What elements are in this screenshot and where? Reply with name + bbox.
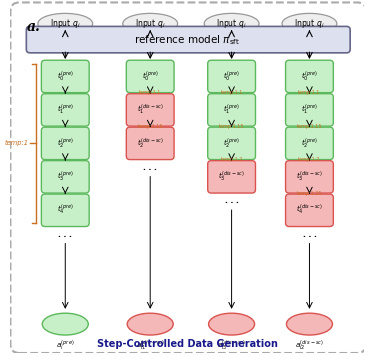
Text: Input $q_i$: Input $q_i$ <box>135 17 165 30</box>
FancyBboxPatch shape <box>41 127 89 160</box>
FancyBboxPatch shape <box>208 94 255 126</box>
Text: . . .: . . . <box>143 163 157 172</box>
Text: . . .: . . . <box>303 230 316 239</box>
Text: temp:1.2: temp:1.2 <box>220 157 243 162</box>
Text: $t_2^{(pre)}$: $t_2^{(pre)}$ <box>301 136 318 151</box>
Text: Input $q_i$: Input $q_i$ <box>216 17 247 30</box>
FancyBboxPatch shape <box>41 194 89 227</box>
FancyBboxPatch shape <box>41 94 89 126</box>
FancyBboxPatch shape <box>11 2 365 353</box>
Ellipse shape <box>127 313 173 335</box>
Text: $t_2^{(pre)}$: $t_2^{(pre)}$ <box>223 136 240 151</box>
Text: temp:1.2: temp:1.2 <box>298 157 320 162</box>
Text: $t_1^{(dis-sc)}$: $t_1^{(dis-sc)}$ <box>137 103 164 117</box>
Text: $t_0^{(pre)}$: $t_0^{(pre)}$ <box>142 69 159 84</box>
Text: temp:1.1: temp:1.1 <box>139 90 161 95</box>
Text: $a_{i2}^{(dis-sc)}$: $a_{i2}^{(dis-sc)}$ <box>295 339 324 353</box>
Text: $t_0^{(pre)}$: $t_0^{(pre)}$ <box>301 69 318 84</box>
Text: $t_4^{(dis-sc)}$: $t_4^{(dis-sc)}$ <box>296 203 323 217</box>
FancyBboxPatch shape <box>285 161 333 193</box>
FancyBboxPatch shape <box>285 127 333 160</box>
FancyBboxPatch shape <box>126 94 174 126</box>
Text: temp:1.1: temp:1.1 <box>220 90 243 95</box>
Text: $a_i^{(pre)}$: $a_i^{(pre)}$ <box>56 339 74 353</box>
Text: . . .: . . . <box>58 230 72 239</box>
Ellipse shape <box>42 313 88 335</box>
Text: $t_1^{(pre)}$: $t_1^{(pre)}$ <box>301 103 318 117</box>
FancyBboxPatch shape <box>285 194 333 227</box>
Ellipse shape <box>38 13 93 34</box>
Ellipse shape <box>204 13 259 34</box>
Text: reference model $\pi_{\rm sft}$: reference model $\pi_{\rm sft}$ <box>134 33 241 46</box>
Ellipse shape <box>123 13 178 34</box>
Text: Input $q_i$: Input $q_i$ <box>294 17 325 30</box>
Text: $a_{i1}^{(dis-sc)}$: $a_{i1}^{(dis-sc)}$ <box>136 339 165 353</box>
FancyBboxPatch shape <box>208 161 255 193</box>
Text: . . .: . . . <box>224 196 239 205</box>
Ellipse shape <box>282 13 337 34</box>
Text: temp:1.15: temp:1.15 <box>219 124 244 129</box>
Text: $t_0^{(pre)}$: $t_0^{(pre)}$ <box>57 69 74 84</box>
FancyBboxPatch shape <box>208 60 255 93</box>
Text: $t_0^{(pre)}$: $t_0^{(pre)}$ <box>223 69 240 84</box>
Text: temp:1.15: temp:1.15 <box>297 124 322 129</box>
Text: $t_3^{(dis-sc)}$: $t_3^{(dis-sc)}$ <box>218 170 245 184</box>
Text: Step-Controlled Data Generation: Step-Controlled Data Generation <box>97 339 278 349</box>
FancyBboxPatch shape <box>41 161 89 193</box>
FancyBboxPatch shape <box>208 127 255 160</box>
FancyBboxPatch shape <box>26 26 350 53</box>
Ellipse shape <box>287 313 333 335</box>
FancyBboxPatch shape <box>285 94 333 126</box>
Text: $t_1^{(pre)}$: $t_1^{(pre)}$ <box>223 103 240 117</box>
Text: $t_2^{(pre)}$: $t_2^{(pre)}$ <box>57 136 74 151</box>
Text: temp:1.25: temp:1.25 <box>297 191 322 196</box>
Text: $t_3^{(pre)}$: $t_3^{(pre)}$ <box>57 170 74 184</box>
Text: $a_{i3}^{(dis-sc)}$: $a_{i3}^{(dis-sc)}$ <box>217 339 246 353</box>
Text: $t_1^{(pre)}$: $t_1^{(pre)}$ <box>57 103 74 117</box>
Text: temp:1.15: temp:1.15 <box>138 124 163 129</box>
FancyBboxPatch shape <box>126 127 174 160</box>
Text: $t_3^{(dis-sc)}$: $t_3^{(dis-sc)}$ <box>296 170 323 184</box>
Text: $t_4^{(pre)}$: $t_4^{(pre)}$ <box>57 203 74 217</box>
Text: temp:1.1: temp:1.1 <box>298 90 320 95</box>
FancyBboxPatch shape <box>126 60 174 93</box>
FancyBboxPatch shape <box>285 60 333 93</box>
Text: temp:1: temp:1 <box>4 140 28 146</box>
Text: a.: a. <box>26 20 40 34</box>
Text: $t_2^{(dis-sc)}$: $t_2^{(dis-sc)}$ <box>137 136 164 151</box>
Text: Input $q_i$: Input $q_i$ <box>50 17 81 30</box>
FancyBboxPatch shape <box>41 60 89 93</box>
Ellipse shape <box>208 313 255 335</box>
